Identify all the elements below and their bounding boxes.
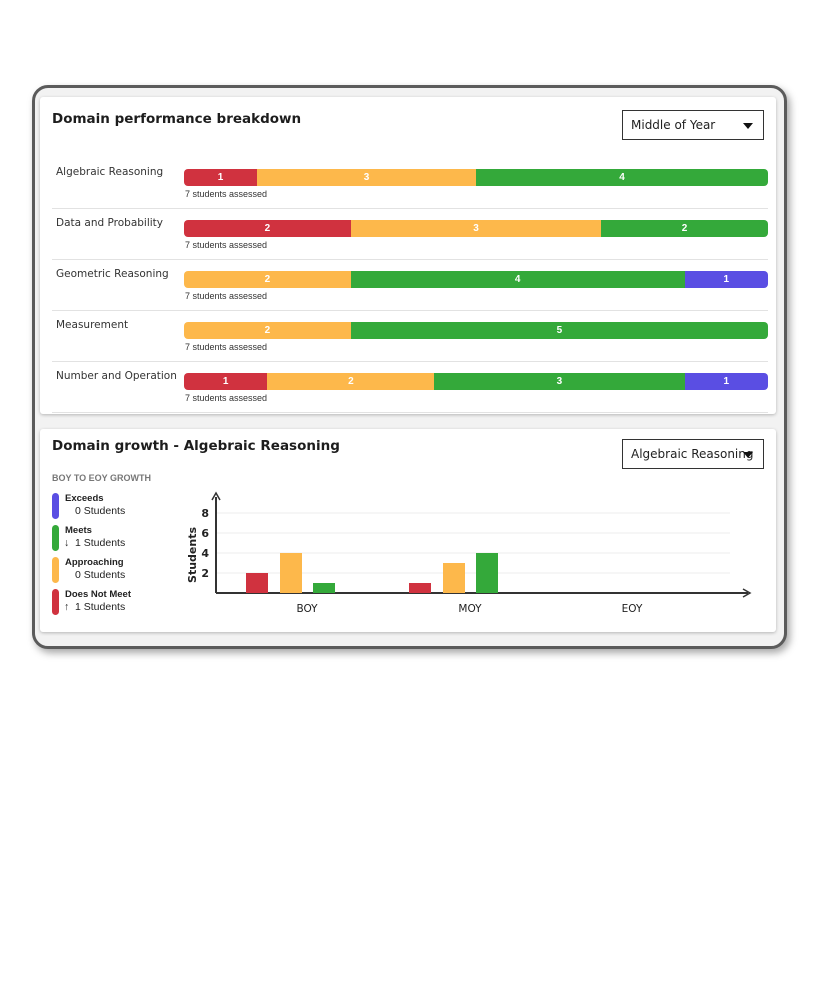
- domain-growth-card: Domain growth - Algebraic Reasoning Alge…: [40, 429, 776, 632]
- y-tick-label: 6: [201, 527, 209, 540]
- legend-count: 0 Students: [75, 569, 126, 581]
- x-axis-arrow-icon: [742, 588, 752, 598]
- segment-does-not-meet[interactable]: 2: [184, 220, 351, 237]
- segment-meets[interactable]: 5: [350, 322, 768, 339]
- legend-name: Exceeds: [65, 493, 104, 504]
- y-tick-label: 2: [201, 567, 209, 580]
- segment-meets[interactable]: 2: [601, 220, 768, 237]
- students-assessed: 7 students assessed: [185, 291, 268, 301]
- arrow-up-icon: ↑: [64, 601, 70, 613]
- bar-moy-meets[interactable]: [476, 553, 498, 593]
- students-assessed: 7 students assessed: [185, 393, 268, 403]
- domain-label: Number and Operation: [56, 370, 177, 382]
- legend-swatch: [52, 493, 59, 519]
- segment-approaching[interactable]: 3: [350, 220, 602, 237]
- legend-title: BOY TO EOY GROWTH: [52, 473, 152, 483]
- domain-label: Data and Probability: [56, 217, 164, 229]
- legend-swatch: [52, 589, 59, 615]
- y-axis-label: Students: [186, 527, 199, 583]
- card-title: Domain performance breakdown: [52, 111, 302, 127]
- legend-count: 0 Students: [75, 505, 126, 517]
- legend-swatch: [52, 525, 59, 551]
- segment-approaching[interactable]: 2: [184, 322, 351, 339]
- domain-performance-card: Domain performance breakdown Middle of Y…: [40, 97, 776, 414]
- legend-count: 1 Students: [75, 601, 126, 613]
- bar-boy-does-not-meet[interactable]: [246, 573, 268, 593]
- domain-select-value: Algebraic Reasoning: [631, 447, 754, 461]
- segment-meets[interactable]: 4: [350, 271, 685, 288]
- students-assessed: 7 students assessed: [185, 240, 268, 250]
- segment-meets[interactable]: 4: [476, 169, 768, 186]
- legend-count: 1 Students: [75, 537, 126, 549]
- x-tick-label: EOY: [622, 603, 643, 615]
- segment-exceeds[interactable]: 1: [684, 373, 768, 390]
- domain-label: Algebraic Reasoning: [56, 166, 164, 178]
- x-tick-label: MOY: [458, 603, 482, 615]
- segment-does-not-meet[interactable]: 1: [184, 373, 268, 390]
- x-tick-label: BOY: [296, 603, 318, 615]
- caret-down-icon: [743, 452, 753, 458]
- legend-swatch: [52, 557, 59, 583]
- segment-approaching[interactable]: 2: [267, 373, 435, 390]
- legend-name: Approaching: [65, 557, 124, 568]
- period-select-value: Middle of Year: [631, 118, 716, 132]
- bar-moy-approaching[interactable]: [443, 563, 465, 593]
- segment-approaching[interactable]: 3: [257, 169, 476, 186]
- segment-exceeds[interactable]: 1: [684, 271, 768, 288]
- period-select[interactable]: Middle of Year: [622, 110, 764, 140]
- students-assessed: 7 students assessed: [185, 342, 268, 352]
- segment-does-not-meet[interactable]: 1: [184, 169, 257, 186]
- legend-name: Meets: [65, 525, 92, 536]
- card-title: Domain growth - Algebraic Reasoning: [52, 438, 340, 454]
- students-assessed: 7 students assessed: [185, 189, 268, 199]
- y-axis-arrow-icon: [211, 491, 221, 501]
- segment-approaching[interactable]: 2: [184, 271, 351, 288]
- domain-label: Measurement: [56, 319, 129, 331]
- domain-select[interactable]: Algebraic Reasoning: [622, 439, 764, 469]
- arrow-down-icon: ↓: [64, 537, 70, 549]
- caret-down-icon: [743, 123, 753, 129]
- segment-meets[interactable]: 3: [434, 373, 685, 390]
- y-tick-label: 8: [201, 507, 209, 520]
- bar-boy-approaching[interactable]: [280, 553, 302, 593]
- bar-boy-meets[interactable]: [313, 583, 335, 593]
- legend-name: Does Not Meet: [65, 589, 131, 600]
- y-tick-label: 4: [201, 547, 209, 560]
- domain-label: Geometric Reasoning: [56, 268, 169, 280]
- bar-moy-does-not-meet[interactable]: [409, 583, 431, 593]
